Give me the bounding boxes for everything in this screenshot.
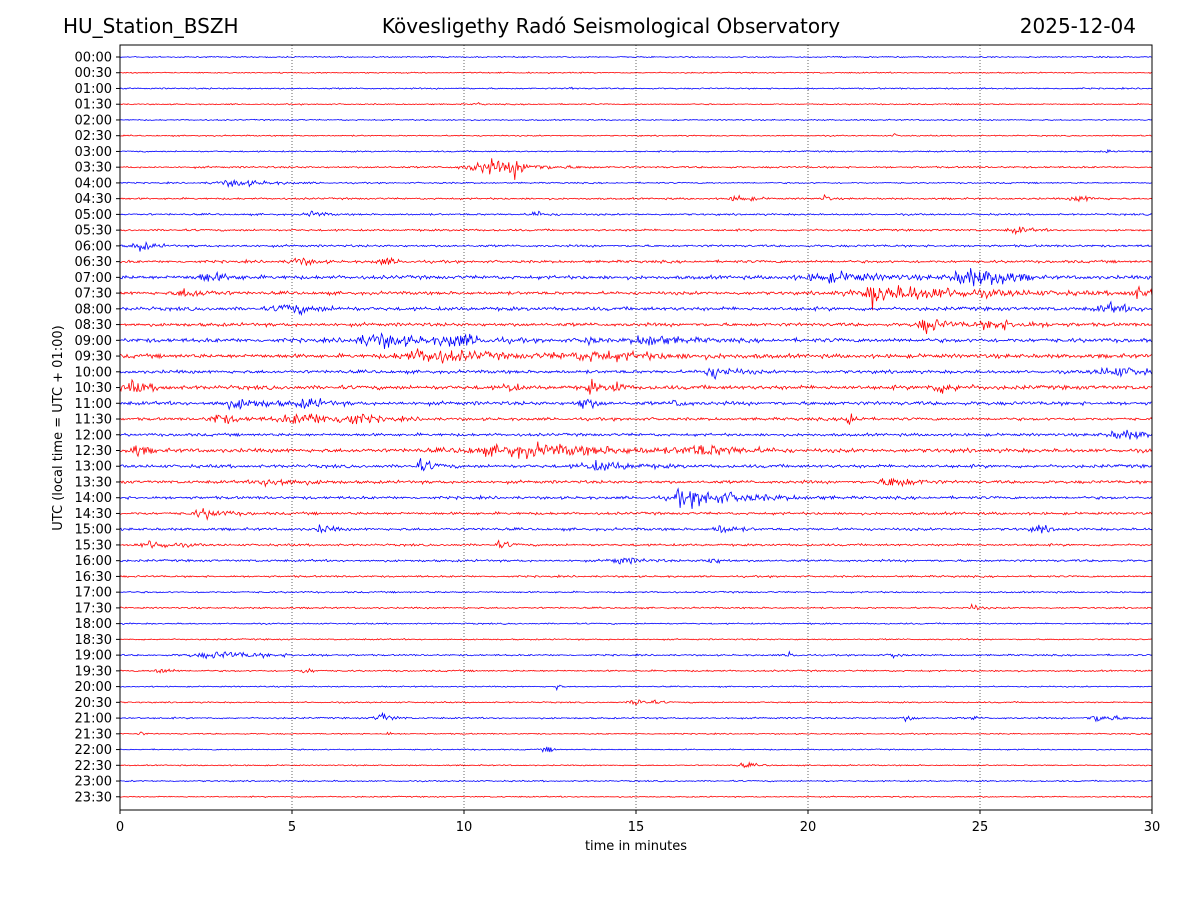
- trace-1530: [119, 539, 1152, 549]
- y-tick-label: 15:30: [75, 538, 112, 553]
- y-tick-label: 20:30: [75, 696, 112, 711]
- y-tick-label: 01:00: [75, 82, 112, 97]
- y-axis-label: UTC (local time = UTC + 01:00): [51, 325, 66, 530]
- y-tick-label: 21:00: [75, 712, 112, 727]
- x-axis: 0 5 10 15 20 25 30: [116, 810, 1160, 835]
- x-tick-label: 0: [116, 820, 124, 835]
- trace-0530: [119, 226, 1153, 236]
- grid-layer: [291, 45, 981, 810]
- y-tick-label: 12:30: [75, 444, 112, 459]
- y-tick-label: 17:30: [75, 601, 112, 616]
- y-tick-label: 23:30: [75, 790, 112, 805]
- trace-0330: [119, 158, 1153, 180]
- y-tick-label: 14:30: [75, 507, 112, 522]
- trace-0200: [119, 118, 1153, 122]
- trace-2330: [119, 795, 1153, 799]
- y-tick-label: 05:30: [75, 224, 112, 239]
- trace-2130: [119, 731, 1153, 736]
- x-tick-label: 20: [800, 820, 817, 835]
- x-tick-label: 30: [1144, 820, 1161, 835]
- y-tick-label: 12:00: [75, 428, 112, 443]
- x-tick-label: 5: [288, 820, 296, 835]
- y-tick-label: 01:30: [75, 98, 112, 113]
- y-axis: 00:0000:3001:0001:3002:0002:3003:0003:30…: [75, 51, 120, 805]
- y-tick-label: 13:30: [75, 475, 112, 490]
- y-tick-label: 16:30: [75, 570, 112, 585]
- y-tick-label: 22:00: [75, 743, 112, 758]
- y-tick-label: 14:00: [75, 491, 112, 506]
- y-tick-label: 09:30: [75, 350, 112, 365]
- y-tick-label: 08:30: [75, 318, 112, 333]
- y-tick-label: 16:00: [75, 554, 112, 569]
- trace-1730: [119, 602, 1153, 611]
- trace-1500: [119, 524, 1153, 534]
- trace-0600: [119, 241, 1153, 252]
- y-tick-label: 09:00: [75, 334, 112, 349]
- y-tick-label: 22:30: [75, 759, 112, 774]
- y-tick-label: 03:30: [75, 161, 112, 176]
- trace-2200: [119, 746, 1153, 753]
- y-tick-label: 04:30: [75, 192, 112, 207]
- date-label: 2025-12-04: [1019, 14, 1136, 38]
- y-tick-label: 00:30: [75, 66, 112, 81]
- trace-1900: [119, 650, 1153, 660]
- station-name: HU_Station_BSZH: [63, 14, 239, 38]
- y-tick-label: 04:00: [75, 176, 112, 191]
- trace-2000: [119, 684, 1153, 692]
- trace-1330: [119, 477, 1153, 488]
- y-tick-label: 10:00: [75, 365, 112, 380]
- trace-0100: [119, 86, 1152, 90]
- y-tick-label: 19:00: [75, 649, 112, 664]
- y-tick-label: 07:00: [75, 271, 112, 286]
- y-tick-label: 18:30: [75, 633, 112, 648]
- y-tick-label: 02:00: [75, 113, 112, 128]
- y-tick-label: 17:00: [75, 586, 112, 601]
- x-axis-label: time in minutes: [585, 839, 687, 854]
- y-tick-label: 10:30: [75, 381, 112, 396]
- y-tick-label: 13:00: [75, 460, 112, 475]
- y-tick-label: 08:00: [75, 302, 112, 317]
- y-tick-label: 06:30: [75, 255, 112, 270]
- trace-1930: [119, 667, 1153, 674]
- trace-1130: [119, 413, 1153, 425]
- trace-0300: [119, 148, 1153, 154]
- trace-1000: [119, 366, 1153, 381]
- trace-0700: [119, 268, 1152, 287]
- y-tick-label: 00:00: [75, 51, 112, 66]
- trace-0500: [119, 210, 1153, 217]
- trace-0130: [119, 102, 1153, 106]
- x-tick-label: 15: [628, 820, 645, 835]
- trace-1300: [119, 458, 1153, 472]
- y-tick-label: 02:30: [75, 129, 112, 144]
- x-tick-label: 10: [456, 820, 473, 835]
- y-tick-label: 07:30: [75, 287, 112, 302]
- y-tick-label: 18:00: [75, 617, 112, 632]
- x-tick-label: 25: [972, 820, 989, 835]
- y-tick-label: 11:00: [75, 397, 112, 412]
- y-tick-label: 05:00: [75, 208, 112, 223]
- chart-title: Kövesligethy Radó Seismological Observat…: [381, 14, 841, 38]
- y-tick-label: 20:00: [75, 680, 112, 695]
- y-tick-label: 19:30: [75, 664, 112, 679]
- y-tick-label: 15:00: [75, 523, 112, 538]
- trace-0900: [119, 332, 1153, 349]
- y-tick-label: 21:30: [75, 727, 112, 742]
- trace-0930: [119, 348, 1153, 364]
- y-tick-label: 11:30: [75, 413, 112, 428]
- y-tick-label: 23:00: [75, 775, 112, 790]
- y-tick-label: 03:00: [75, 145, 112, 160]
- y-tick-label: 06:00: [75, 239, 112, 254]
